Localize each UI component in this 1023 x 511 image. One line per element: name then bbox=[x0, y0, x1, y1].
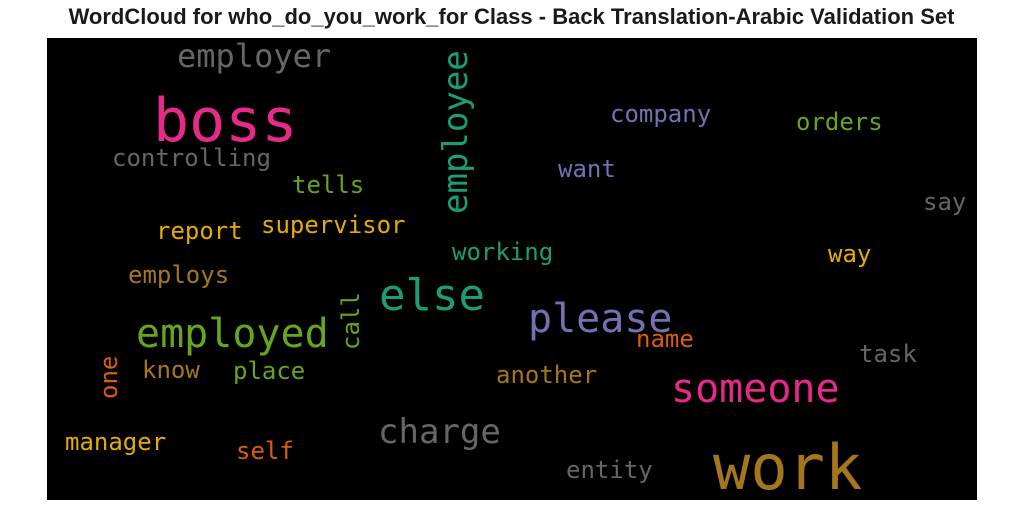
word-employed: employed bbox=[136, 311, 329, 357]
word-entity: entity bbox=[566, 456, 653, 484]
word-say: say bbox=[923, 188, 966, 216]
word-way: way bbox=[828, 240, 871, 268]
word-know: know bbox=[142, 356, 200, 384]
word-work: work bbox=[713, 431, 862, 500]
word-working: working bbox=[452, 238, 553, 266]
word-else: else bbox=[379, 270, 485, 321]
word-tells: tells bbox=[292, 171, 364, 199]
word-employee: employee bbox=[436, 50, 476, 214]
wordcloud-canvas: boss work else employed someone please employe… bbox=[47, 38, 977, 500]
word-company: company bbox=[610, 100, 711, 128]
word-one: one bbox=[95, 356, 123, 399]
word-manager: manager bbox=[65, 428, 166, 456]
wordcloud-svg: boss work else employed someone please employe… bbox=[65, 38, 966, 500]
word-orders: orders bbox=[796, 108, 883, 136]
word-charge: charge bbox=[378, 412, 501, 452]
word-someone: someone bbox=[671, 366, 840, 412]
word-task: task bbox=[859, 340, 917, 368]
word-employer: employer bbox=[177, 38, 331, 75]
word-name: name bbox=[636, 325, 694, 353]
word-controlling: controlling bbox=[112, 144, 271, 172]
word-want: want bbox=[558, 155, 616, 183]
word-call: call bbox=[337, 292, 365, 350]
chart-title: WordCloud for who_do_you_work_for Class … bbox=[68, 4, 955, 29]
word-self: self bbox=[236, 437, 294, 465]
word-place: place bbox=[233, 357, 305, 385]
word-employs: employs bbox=[128, 261, 229, 289]
word-report: report bbox=[156, 217, 243, 245]
word-please: please bbox=[528, 296, 673, 342]
word-supervisor: supervisor bbox=[261, 211, 406, 239]
word-another: another bbox=[496, 361, 597, 389]
word-boss: boss bbox=[153, 86, 298, 156]
